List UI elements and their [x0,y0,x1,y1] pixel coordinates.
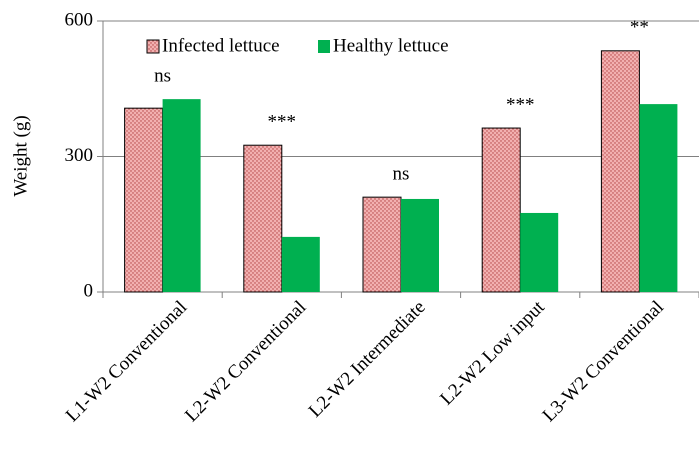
bar [162,99,201,292]
annotation: ns [154,65,171,86]
bar [520,212,559,292]
y-axis-label: Weight (g) [10,115,31,196]
bar [401,198,439,292]
legend-swatch [318,40,330,53]
annotation: ns [393,164,410,185]
y-tick-label: 600 [65,9,94,30]
x-tick-label: L3-W2 Conventional [539,297,668,426]
x-tick-label: L2-W2 Low input [436,296,549,409]
bar [639,104,678,293]
bar [281,236,320,292]
bar [600,50,640,293]
bar [362,196,402,293]
bar [243,144,283,293]
legend-label: Healthy lettuce [333,35,449,56]
y-tick-label: 0 [84,280,94,301]
annotation: ** [630,17,649,38]
legend-label: Infected lettuce [162,35,280,56]
annotation: *** [506,94,535,115]
x-tick-label: L1-W2 Conventional [62,297,191,426]
annotation: *** [268,112,297,133]
x-tick-label: L2-W2 Conventional [181,297,310,426]
bar [481,127,521,293]
bar [124,107,164,293]
y-tick-label: 300 [65,145,94,166]
x-tick-label: L2-W2 Intermediate [305,297,430,422]
legend-swatch [146,39,160,54]
